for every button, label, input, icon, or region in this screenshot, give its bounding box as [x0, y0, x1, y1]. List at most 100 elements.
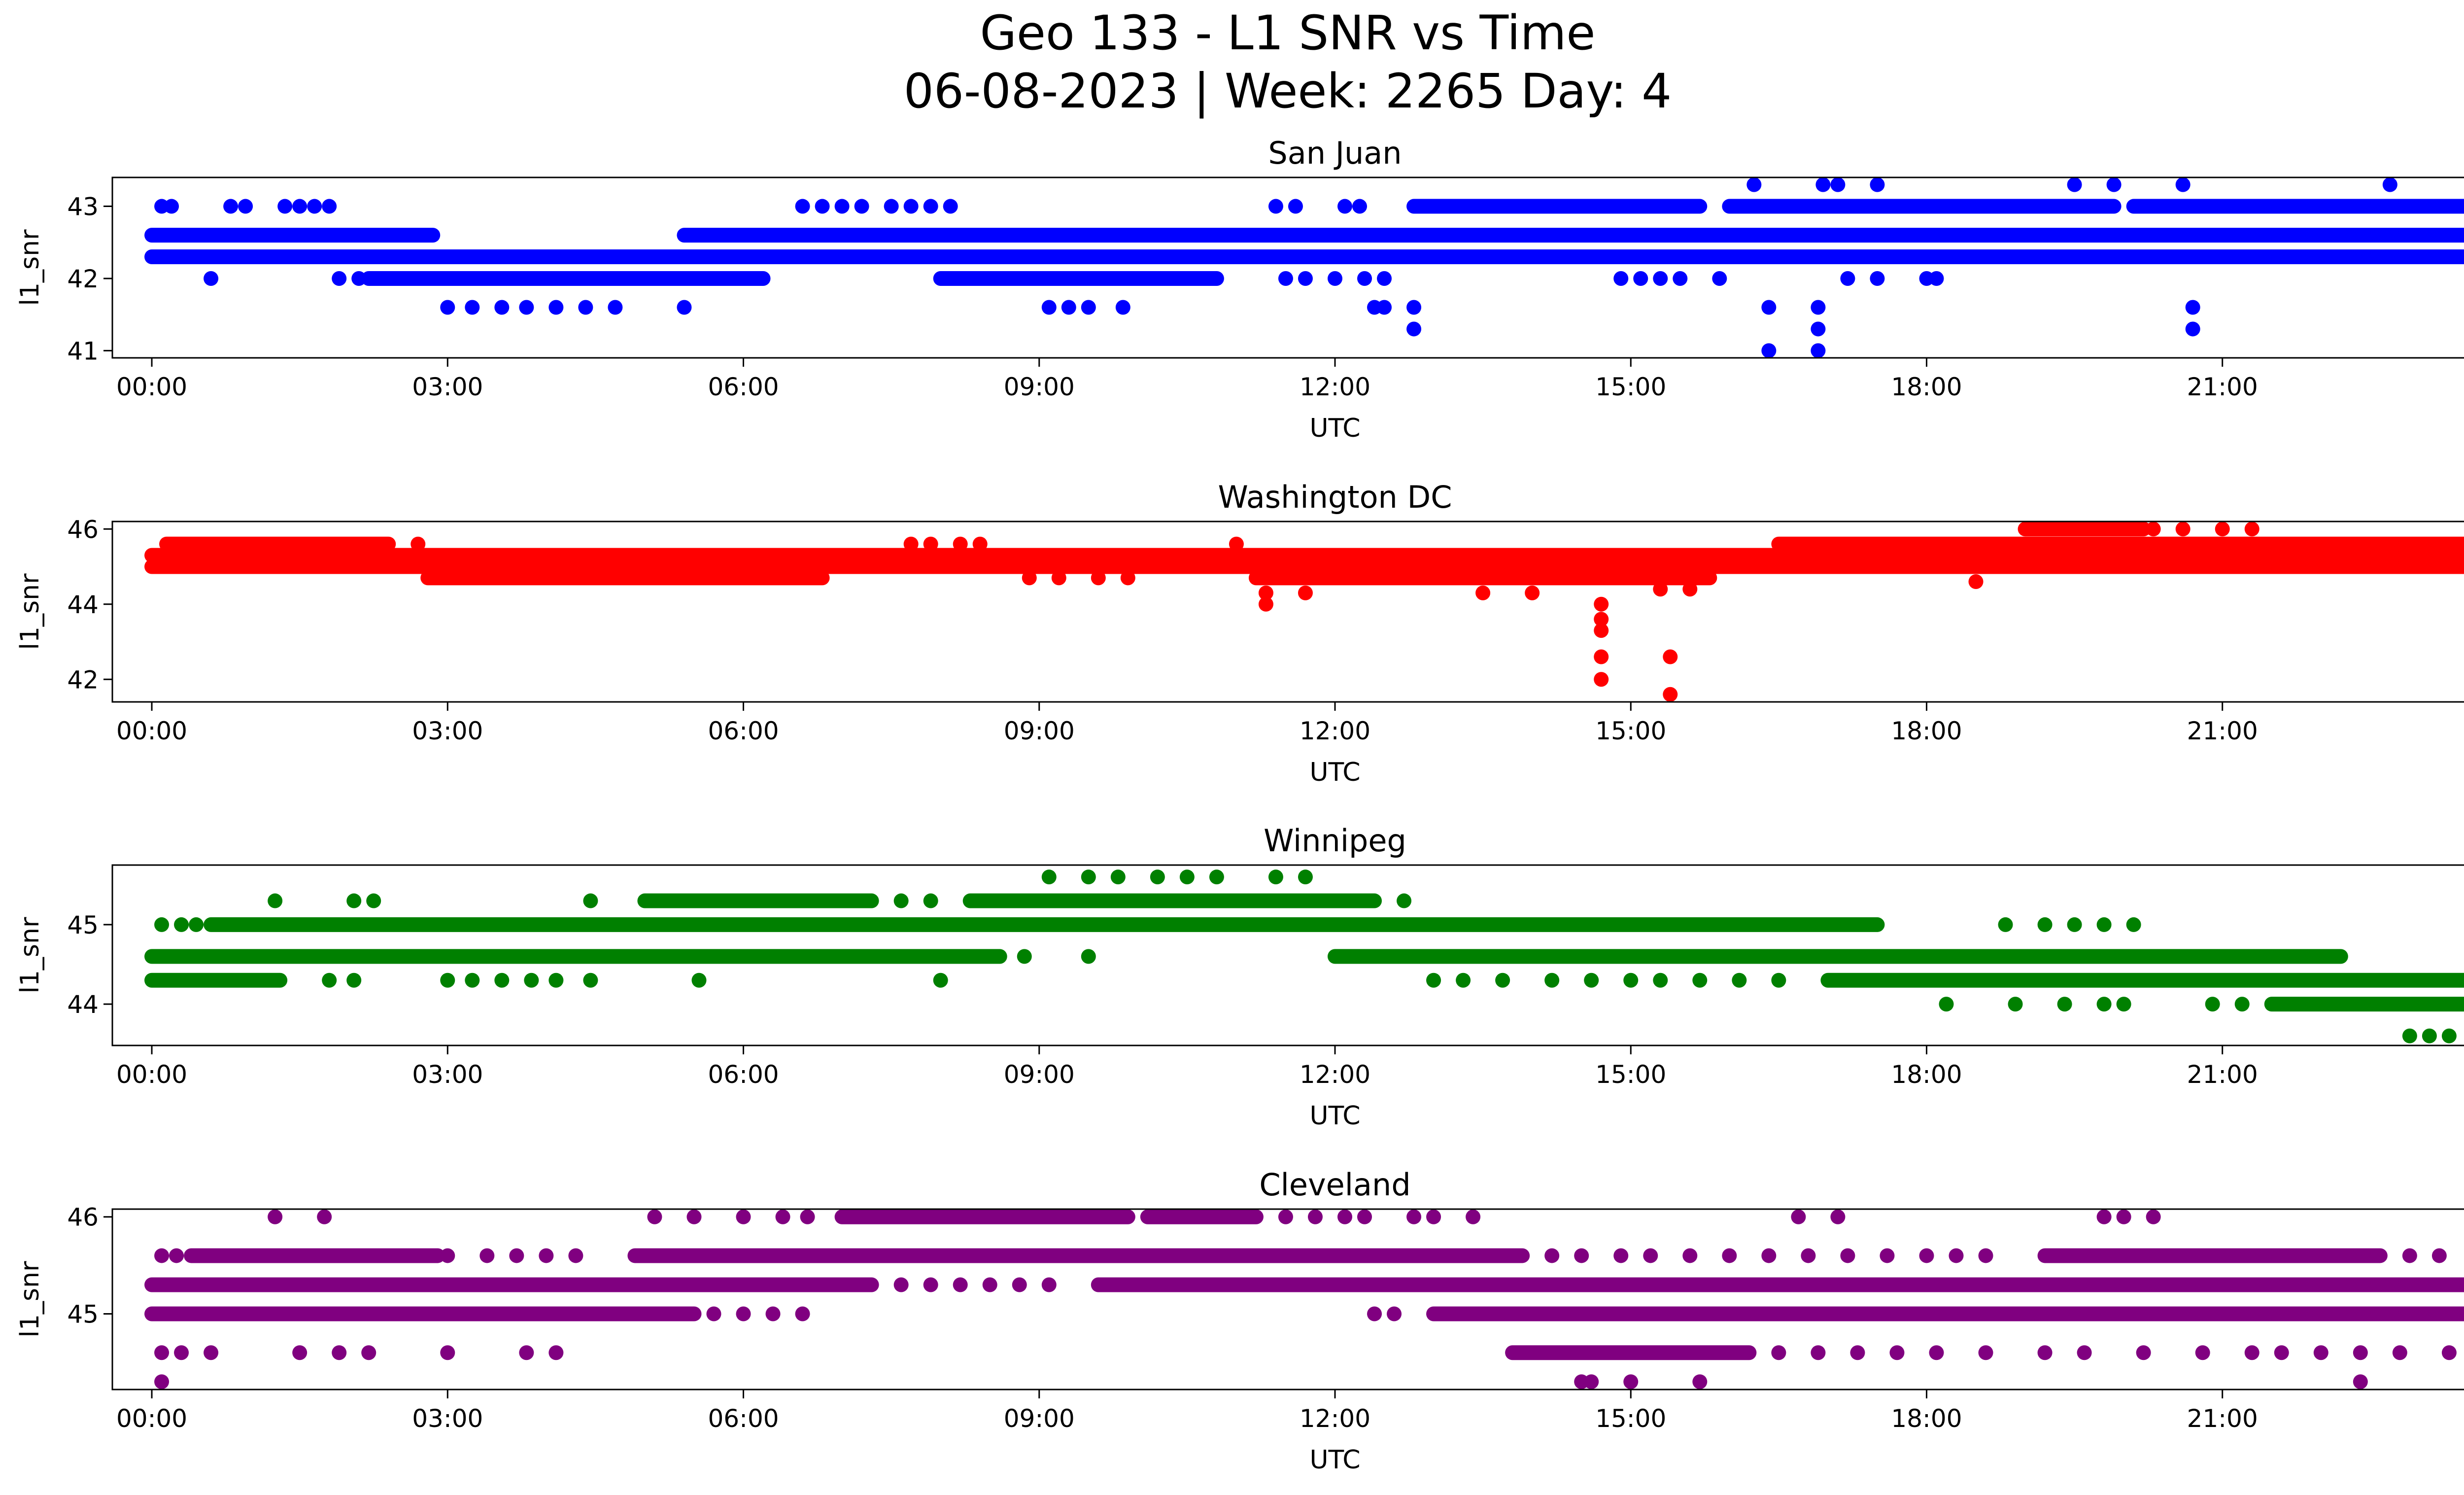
- data-point: [1594, 623, 1609, 638]
- data-point: [2441, 1028, 2457, 1043]
- data-point: [736, 1209, 751, 1224]
- data-point: [322, 973, 337, 988]
- x-tick-label: 12:00: [1300, 373, 1370, 401]
- data-band: [1328, 949, 2348, 964]
- data-point: [1682, 582, 1698, 597]
- data-point: [923, 199, 938, 214]
- x-tick-label: 18:00: [1891, 717, 1962, 745]
- subplots: San Juan l1_snr UTC 41 42 43 00:00 03:00 06:00 09…: [15, 135, 2464, 1475]
- x-tick-label: 00:00: [116, 1060, 187, 1089]
- data-point: [519, 1345, 534, 1360]
- data-point: [1613, 1248, 1629, 1263]
- data-band: [1248, 570, 1717, 586]
- data-band: [144, 973, 288, 988]
- data-point: [204, 271, 219, 286]
- data-point: [1643, 1248, 1658, 1263]
- data-point: [1850, 1345, 1865, 1360]
- x-tick-label: 03:00: [412, 1404, 483, 1433]
- data-point: [2422, 1028, 2437, 1043]
- data-point: [332, 271, 347, 286]
- data-point: [465, 973, 480, 988]
- data-point: [923, 536, 938, 552]
- x-axis-label: UTC: [1309, 758, 1360, 787]
- data-point: [1594, 596, 1609, 612]
- figure-title-line1: Geo 133 - L1 SNR vs Time: [980, 5, 1596, 61]
- data-point: [1012, 1277, 1027, 1292]
- data-point: [2008, 997, 2023, 1012]
- data-point: [706, 1306, 721, 1321]
- data-point: [440, 973, 455, 988]
- data-band: [1722, 199, 2122, 214]
- data-point: [2037, 1345, 2053, 1360]
- data-markers: [144, 1209, 2464, 1390]
- data-point: [923, 893, 938, 908]
- data-point: [524, 973, 539, 988]
- data-point: [317, 1209, 332, 1224]
- data-point: [2096, 917, 2112, 932]
- data-band: [204, 917, 1885, 932]
- data-point: [1298, 869, 1313, 885]
- data-point: [1815, 177, 1831, 192]
- data-point: [1352, 199, 1368, 214]
- data-point: [1229, 536, 1244, 552]
- data-point: [1061, 300, 1076, 315]
- data-band: [144, 548, 2464, 563]
- data-point: [189, 917, 204, 932]
- x-tick-label: 06:00: [708, 1404, 779, 1433]
- data-point: [1889, 1345, 1905, 1360]
- data-point: [1870, 271, 1885, 286]
- data-point: [1337, 199, 1353, 214]
- data-band: [2264, 997, 2464, 1012]
- x-tick-label: 09:00: [1004, 1404, 1075, 1433]
- data-point: [1663, 687, 1678, 702]
- data-point: [1120, 570, 1135, 586]
- data-point: [292, 1345, 308, 1360]
- y-axis-label: l1_snr: [15, 1261, 45, 1338]
- data-point: [1022, 570, 1037, 586]
- data-point: [174, 917, 189, 932]
- x-tick-label: 06:00: [708, 1060, 779, 1089]
- data-point: [1968, 574, 1984, 589]
- data-point: [1278, 271, 1293, 286]
- x-tick-label: 03:00: [412, 717, 483, 745]
- data-point: [1761, 300, 1777, 315]
- data-point: [277, 199, 293, 214]
- data-point: [1682, 1248, 1698, 1263]
- data-point: [1653, 973, 1668, 988]
- data-band: [2037, 1248, 2388, 1263]
- data-point: [583, 893, 598, 908]
- y-tick-label: 44: [67, 990, 99, 1019]
- data-point: [1761, 343, 1777, 358]
- data-point: [1613, 271, 1629, 286]
- data-band: [144, 1277, 879, 1292]
- data-point: [1594, 649, 1609, 664]
- data-point: [1949, 1248, 1964, 1263]
- data-point: [1328, 271, 1342, 286]
- data-point: [509, 1248, 524, 1263]
- data-point: [1840, 1248, 1855, 1263]
- data-point: [351, 271, 367, 286]
- data-point: [2382, 177, 2397, 192]
- data-point: [972, 536, 988, 552]
- data-point: [2215, 522, 2230, 537]
- data-point: [2234, 997, 2250, 1012]
- y-axis-label: l1_snr: [15, 229, 45, 306]
- x-tick-label: 09:00: [1004, 373, 1075, 401]
- data-point: [1673, 271, 1688, 286]
- data-point: [2244, 1345, 2259, 1360]
- data-point: [691, 973, 707, 988]
- x-tick-label: 09:00: [1004, 1060, 1075, 1089]
- figure-title-line2: 06-08-2023 | Week: 2265 Day: 4: [904, 64, 1672, 119]
- data-point: [154, 917, 170, 932]
- data-point: [933, 973, 948, 988]
- data-band: [159, 536, 396, 552]
- data-point: [2096, 997, 2112, 1012]
- data-point: [2116, 1209, 2131, 1224]
- data-point: [1209, 869, 1224, 885]
- y-tick-label: 41: [67, 337, 99, 365]
- data-point: [2175, 522, 2190, 537]
- data-point: [893, 893, 909, 908]
- data-point: [1929, 271, 1944, 286]
- x-tick-label: 21:00: [2187, 717, 2258, 745]
